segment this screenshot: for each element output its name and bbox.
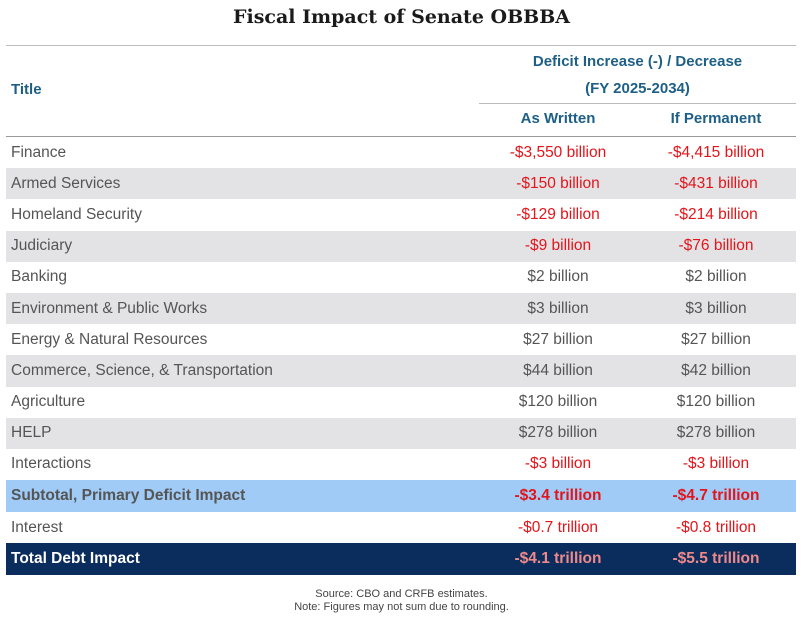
subtotal-as-written: -$3.4 trillion [514,487,602,505]
row-as-written: $3 billion [527,299,589,317]
header-group-line2: (FY 2025-2034) [585,80,690,97]
interest-row: Interest -$0.7 trillion -$0.8 trillion [6,512,796,543]
row-as-written: -$9 billion [524,237,592,255]
row-if-permanent: -$4,415 billion [667,143,765,161]
source-note: Source: CBO and CRFB estimates. [315,588,488,600]
row-if-permanent: $2 billion [685,268,747,286]
row-as-written: $120 billion [518,393,598,411]
header-rule [6,136,796,137]
table-row: Commerce, Science, & Transportation $44 … [6,355,796,387]
row-label: Commerce, Science, & Transportation [11,361,273,379]
row-if-permanent: -$76 billion [678,237,754,255]
row-as-written: -$3 billion [524,455,592,473]
subtotal-label: Subtotal, Primary Deficit Impact [11,487,246,505]
row-label: Judiciary [11,237,73,255]
table-row: Environment & Public Works $3 billion $3… [6,292,796,325]
row-as-written: $27 billion [523,330,593,348]
row-if-permanent: -$431 billion [674,174,758,192]
row-label: Armed Services [11,174,121,192]
table-row: HELP $278 billion $278 billion [6,417,796,449]
row-if-permanent: $27 billion [681,330,751,348]
row-as-written: -$3,550 billion [509,143,607,161]
row-label: Homeland Security [11,205,142,223]
rounding-note: Note: Figures may not sum due to roundin… [294,601,509,613]
top-rule [6,45,796,46]
table-row: Energy & Natural Resources $27 billion $… [6,324,796,355]
header-title-column: Title [11,81,42,98]
row-if-permanent: $120 billion [676,393,756,411]
table-row: Interactions -$3 billion -$3 billion [6,449,796,480]
row-label: Interactions [11,455,92,473]
table-row: Banking $2 billion $2 billion [6,262,796,293]
table-row: Finance -$3,550 billion -$4,415 billion [6,137,796,168]
row-as-written: -$150 billion [516,174,600,192]
row-if-permanent: $3 billion [685,299,747,317]
header-if-permanent: If Permanent [670,110,762,127]
table-row: Judiciary -$9 billion -$76 billion [6,230,796,262]
row-if-permanent: -$214 billion [674,205,758,223]
table-row: Agriculture $120 billion $120 billion [6,387,796,418]
subtotal-row: Subtotal, Primary Deficit Impact -$3.4 t… [6,480,796,513]
interest-as-written: -$0.7 trillion [517,518,599,536]
total-as-written: -$4.1 trillion [514,550,602,568]
row-label: Energy & Natural Resources [11,330,208,348]
row-as-written: -$129 billion [516,205,600,223]
row-label: Environment & Public Works [11,299,208,317]
row-as-written: $44 billion [523,361,593,379]
interest-label: Interest [11,518,63,536]
total-row: Total Debt Impact -$4.1 trillion -$5.5 t… [6,543,796,576]
group-rule [479,103,796,104]
row-label: HELP [11,424,52,442]
header-column-group: Deficit Increase (-) / Decrease (FY 2025… [479,48,796,102]
table-row: Homeland Security -$129 billion -$214 bi… [6,199,796,230]
row-if-permanent: $42 billion [681,361,751,379]
row-if-permanent: -$3 billion [682,455,750,473]
total-label: Total Debt Impact [11,550,140,568]
table-body: Finance -$3,550 billion -$4,415 billion … [6,137,796,576]
table-row: Armed Services -$150 billion -$431 billi… [6,168,796,200]
interest-if-permanent: -$0.8 trillion [675,518,757,536]
total-if-permanent: -$5.5 trillion [672,550,760,568]
row-label: Agriculture [11,393,86,411]
row-label: Finance [11,143,67,161]
header-as-written: As Written [520,110,596,127]
row-as-written: $2 billion [527,268,589,286]
row-label: Banking [11,268,68,286]
row-as-written: $278 billion [518,424,598,442]
row-if-permanent: $278 billion [676,424,756,442]
subtotal-if-permanent: -$4.7 trillion [672,487,760,505]
page-title: Fiscal Impact of Senate OBBBA [232,6,570,28]
header-group-line1: Deficit Increase (-) / Decrease [532,53,743,70]
